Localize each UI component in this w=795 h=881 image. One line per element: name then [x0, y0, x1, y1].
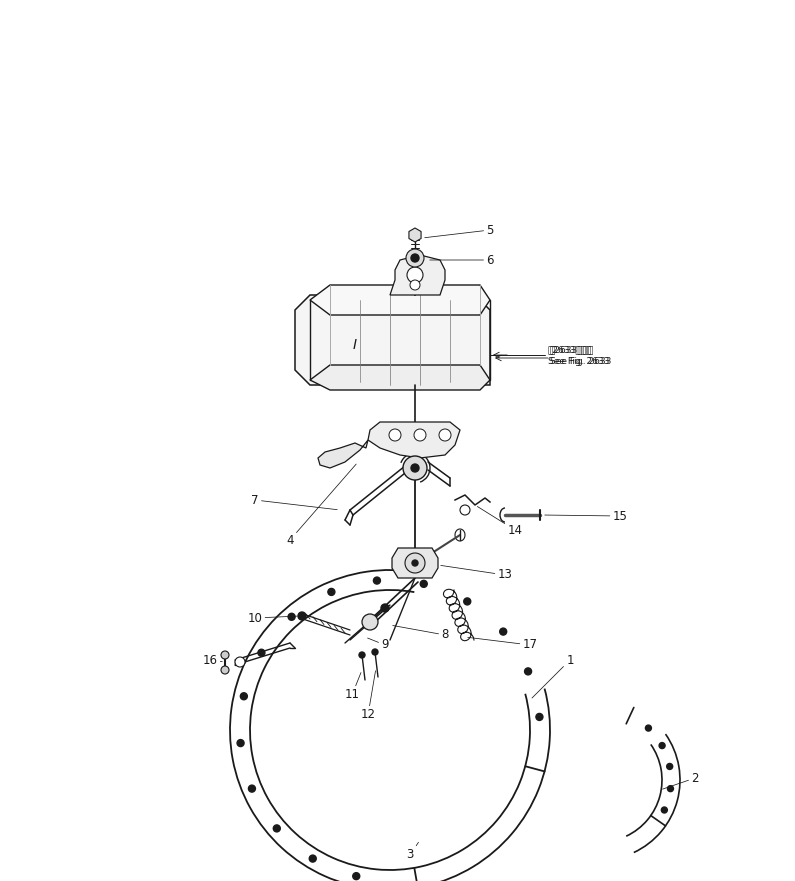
Circle shape	[411, 464, 419, 472]
Text: 6: 6	[430, 254, 494, 266]
Circle shape	[288, 613, 295, 620]
Circle shape	[661, 807, 667, 813]
Text: 15: 15	[545, 509, 627, 522]
Circle shape	[248, 785, 255, 792]
Polygon shape	[409, 228, 421, 242]
Text: See Fig. 2633: See Fig. 2633	[550, 358, 611, 366]
Circle shape	[221, 651, 229, 659]
Text: 3: 3	[406, 842, 418, 862]
Text: 16: 16	[203, 654, 223, 667]
Text: 9: 9	[367, 638, 389, 652]
Circle shape	[309, 855, 316, 862]
Polygon shape	[318, 440, 368, 468]
Polygon shape	[392, 548, 438, 578]
Circle shape	[240, 692, 247, 700]
Circle shape	[359, 652, 365, 658]
Text: 10: 10	[247, 611, 297, 625]
Circle shape	[403, 456, 427, 480]
Circle shape	[405, 553, 425, 573]
Circle shape	[362, 614, 378, 630]
Circle shape	[298, 612, 306, 620]
Text: 2: 2	[662, 772, 699, 789]
Text: 第2633図参照: 第2633図参照	[548, 345, 592, 354]
Circle shape	[407, 267, 423, 283]
Circle shape	[421, 581, 427, 588]
Circle shape	[646, 725, 651, 731]
Text: 13: 13	[440, 566, 513, 581]
Circle shape	[273, 825, 281, 832]
Circle shape	[412, 560, 418, 566]
Circle shape	[328, 589, 335, 596]
Polygon shape	[310, 365, 490, 390]
Circle shape	[237, 739, 244, 746]
Text: See Fig. 2633: See Fig. 2633	[548, 358, 610, 366]
Circle shape	[381, 604, 389, 612]
Circle shape	[439, 429, 451, 441]
Circle shape	[536, 714, 543, 721]
Circle shape	[410, 280, 420, 290]
Circle shape	[221, 666, 229, 674]
Circle shape	[414, 429, 426, 441]
Polygon shape	[368, 422, 460, 458]
Circle shape	[500, 628, 506, 635]
Circle shape	[525, 668, 532, 675]
Text: 11: 11	[344, 672, 361, 701]
Text: 1: 1	[532, 654, 574, 698]
Circle shape	[668, 786, 673, 792]
Circle shape	[460, 505, 470, 515]
Text: 第2633図参照: 第2633図参照	[550, 345, 595, 354]
Circle shape	[667, 764, 673, 769]
Text: 14: 14	[477, 507, 522, 537]
Circle shape	[406, 249, 424, 267]
Text: 17: 17	[467, 637, 537, 652]
Polygon shape	[310, 285, 490, 315]
Circle shape	[411, 254, 419, 262]
Text: 7: 7	[251, 493, 337, 510]
Text: 4: 4	[286, 464, 356, 546]
Text: 12: 12	[360, 670, 375, 722]
Circle shape	[389, 429, 401, 441]
Circle shape	[374, 577, 381, 584]
Circle shape	[372, 649, 378, 655]
Polygon shape	[295, 295, 490, 385]
Circle shape	[463, 598, 471, 605]
Text: 8: 8	[393, 626, 448, 641]
Circle shape	[353, 873, 360, 879]
Circle shape	[235, 657, 245, 667]
Text: I: I	[353, 338, 357, 352]
Text: 5: 5	[425, 224, 494, 238]
Circle shape	[659, 743, 665, 749]
Polygon shape	[390, 255, 445, 295]
Circle shape	[258, 649, 265, 656]
